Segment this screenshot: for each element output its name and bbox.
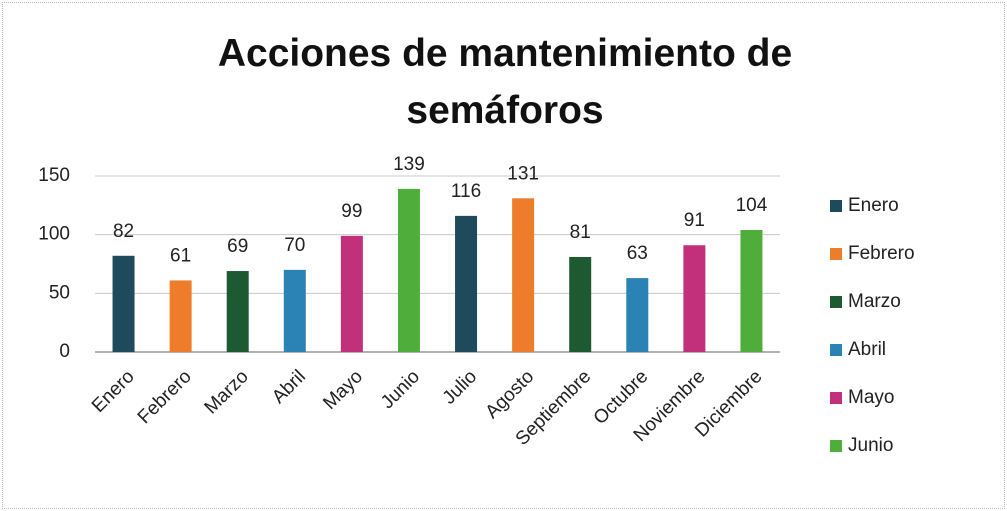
data-label: 81: [570, 222, 591, 243]
chart-title: Acciones de mantenimiento de semáforos: [217, 32, 793, 132]
bar: [340, 235, 363, 352]
data-label: 63: [627, 243, 648, 264]
data-label: 70: [284, 235, 305, 256]
bar: [283, 269, 306, 352]
legend-marker: [830, 440, 842, 452]
bar: [169, 280, 192, 352]
x-tick-label: Abril: [268, 366, 310, 408]
legend-label: Junio: [848, 435, 893, 456]
bar: [569, 256, 592, 352]
legend-label: Febrero: [848, 243, 915, 264]
data-label: 82: [113, 221, 134, 242]
y-tick-label: 0: [59, 341, 70, 362]
x-tick-label: Febrero: [134, 366, 196, 428]
data-label: 61: [170, 245, 191, 266]
data-label: 131: [507, 163, 539, 184]
legend-label: Marzo: [848, 291, 901, 312]
x-tick-label: Julio: [439, 366, 481, 408]
legend-label: Mayo: [848, 387, 894, 408]
bar: [512, 198, 535, 352]
legend-label: Enero: [848, 195, 899, 216]
bar: [740, 229, 763, 352]
legend-marker: [830, 392, 842, 404]
x-tick-label: Mayo: [319, 366, 367, 414]
data-label: 104: [736, 195, 768, 216]
x-tick-label: Marzo: [201, 366, 253, 418]
bar: [112, 255, 135, 352]
legend-marker: [830, 200, 842, 212]
data-label: 99: [341, 201, 362, 222]
bar: [226, 271, 249, 352]
data-label: 139: [393, 154, 425, 175]
data-label: 91: [684, 210, 705, 231]
legend-marker: [830, 344, 842, 356]
bar: [626, 278, 649, 352]
y-tick-label: 100: [38, 224, 70, 245]
bar: [397, 188, 420, 352]
legend-label: Abril: [848, 339, 886, 360]
x-tick-label: Agosto: [482, 366, 539, 423]
legend-marker: [830, 248, 842, 260]
data-label: 116: [451, 181, 481, 202]
y-tick-label: 150: [38, 165, 70, 186]
bar: [683, 245, 706, 352]
data-label: 69: [227, 236, 248, 257]
legend-marker: [830, 296, 842, 308]
x-tick-label: Enero: [88, 366, 139, 417]
y-tick-label: 50: [49, 282, 70, 303]
bar: [455, 215, 478, 352]
x-tick-label: Junio: [377, 366, 424, 413]
